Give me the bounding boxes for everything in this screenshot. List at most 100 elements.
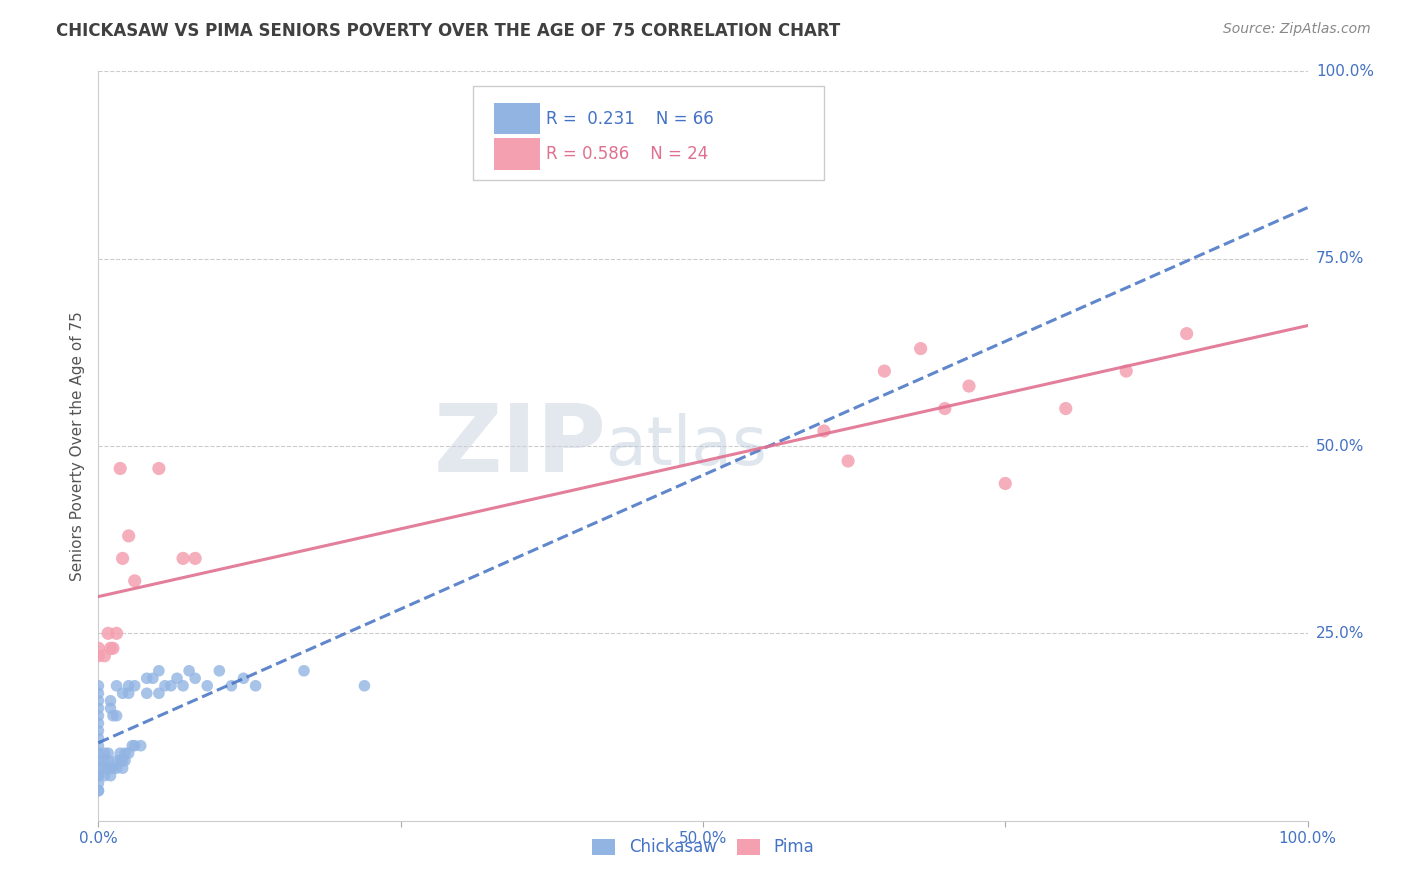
Text: 25.0%: 25.0% [1316,626,1364,640]
Text: R = 0.586    N = 24: R = 0.586 N = 24 [546,145,709,162]
Point [353,679,375,693]
Point [124,679,146,693]
Point [172,551,194,566]
Bar [494,138,540,169]
Point [135,686,157,700]
Text: 75.0%: 75.0% [1316,252,1364,266]
Point [111,761,134,775]
Point [108,746,131,760]
Point [208,664,231,678]
Legend: Chickasaw, Pima: Chickasaw, Pima [583,830,823,864]
Point [142,671,165,685]
Point [1054,401,1077,416]
Point [87,769,110,783]
Point [118,679,141,693]
Point [124,739,146,753]
Point [148,664,170,678]
Point [873,364,896,378]
Point [111,754,134,768]
Point [111,551,134,566]
Point [97,761,120,775]
Point [160,679,183,693]
Point [87,761,110,775]
Point [105,679,128,693]
Y-axis label: Seniors Poverty Over the Age of 75: Seniors Poverty Over the Age of 75 [70,311,86,581]
Point [100,694,122,708]
Point [87,739,110,753]
Point [118,746,141,760]
Point [121,739,143,753]
Point [245,679,267,693]
Point [87,716,110,731]
Point [87,754,110,768]
Point [100,761,122,775]
Point [195,679,218,693]
Point [994,476,1017,491]
Point [87,723,110,738]
Point [93,769,115,783]
Point [172,679,194,693]
Point [101,761,124,775]
Point [87,686,110,700]
Point [97,746,120,760]
Point [101,641,124,656]
Point [108,461,131,475]
Point [101,708,124,723]
Point [129,739,152,753]
Point [105,626,128,640]
Point [184,551,207,566]
FancyBboxPatch shape [474,87,824,180]
Text: R =  0.231    N = 66: R = 0.231 N = 66 [546,110,714,128]
Text: 100.0%: 100.0% [1316,64,1374,78]
Point [934,401,956,416]
Point [87,769,110,783]
Point [221,679,243,693]
Point [105,708,128,723]
Point [93,761,115,775]
Point [87,648,110,663]
Point [87,708,110,723]
Point [232,671,254,685]
Point [108,754,131,768]
Point [837,454,859,468]
Point [910,342,932,356]
Point [118,529,141,543]
Point [111,686,134,700]
Bar [494,103,540,135]
Text: CHICKASAW VS PIMA SENIORS POVERTY OVER THE AGE OF 75 CORRELATION CHART: CHICKASAW VS PIMA SENIORS POVERTY OVER T… [56,22,841,40]
Point [97,754,120,768]
Point [93,648,115,663]
Point [179,664,201,678]
Point [93,746,115,760]
Point [87,641,110,656]
Point [148,461,170,475]
Point [184,671,207,685]
Text: 50.0%: 50.0% [1316,439,1364,453]
Point [114,746,136,760]
Point [87,694,110,708]
Point [153,679,176,693]
Point [100,641,122,656]
Point [87,701,110,715]
Text: Source: ZipAtlas.com: Source: ZipAtlas.com [1223,22,1371,37]
Point [118,686,141,700]
Point [87,783,110,797]
Point [87,731,110,746]
Point [87,776,110,790]
Point [1115,364,1137,378]
Point [97,626,120,640]
Text: atlas: atlas [606,413,768,479]
Point [105,754,128,768]
Point [100,701,122,715]
Point [813,424,835,438]
Point [292,664,315,678]
Text: ZIP: ZIP [433,400,606,492]
Point [957,379,980,393]
Point [135,671,157,685]
Point [87,679,110,693]
Point [105,761,128,775]
Point [100,769,122,783]
Point [124,574,146,588]
Point [148,686,170,700]
Point [87,746,110,760]
